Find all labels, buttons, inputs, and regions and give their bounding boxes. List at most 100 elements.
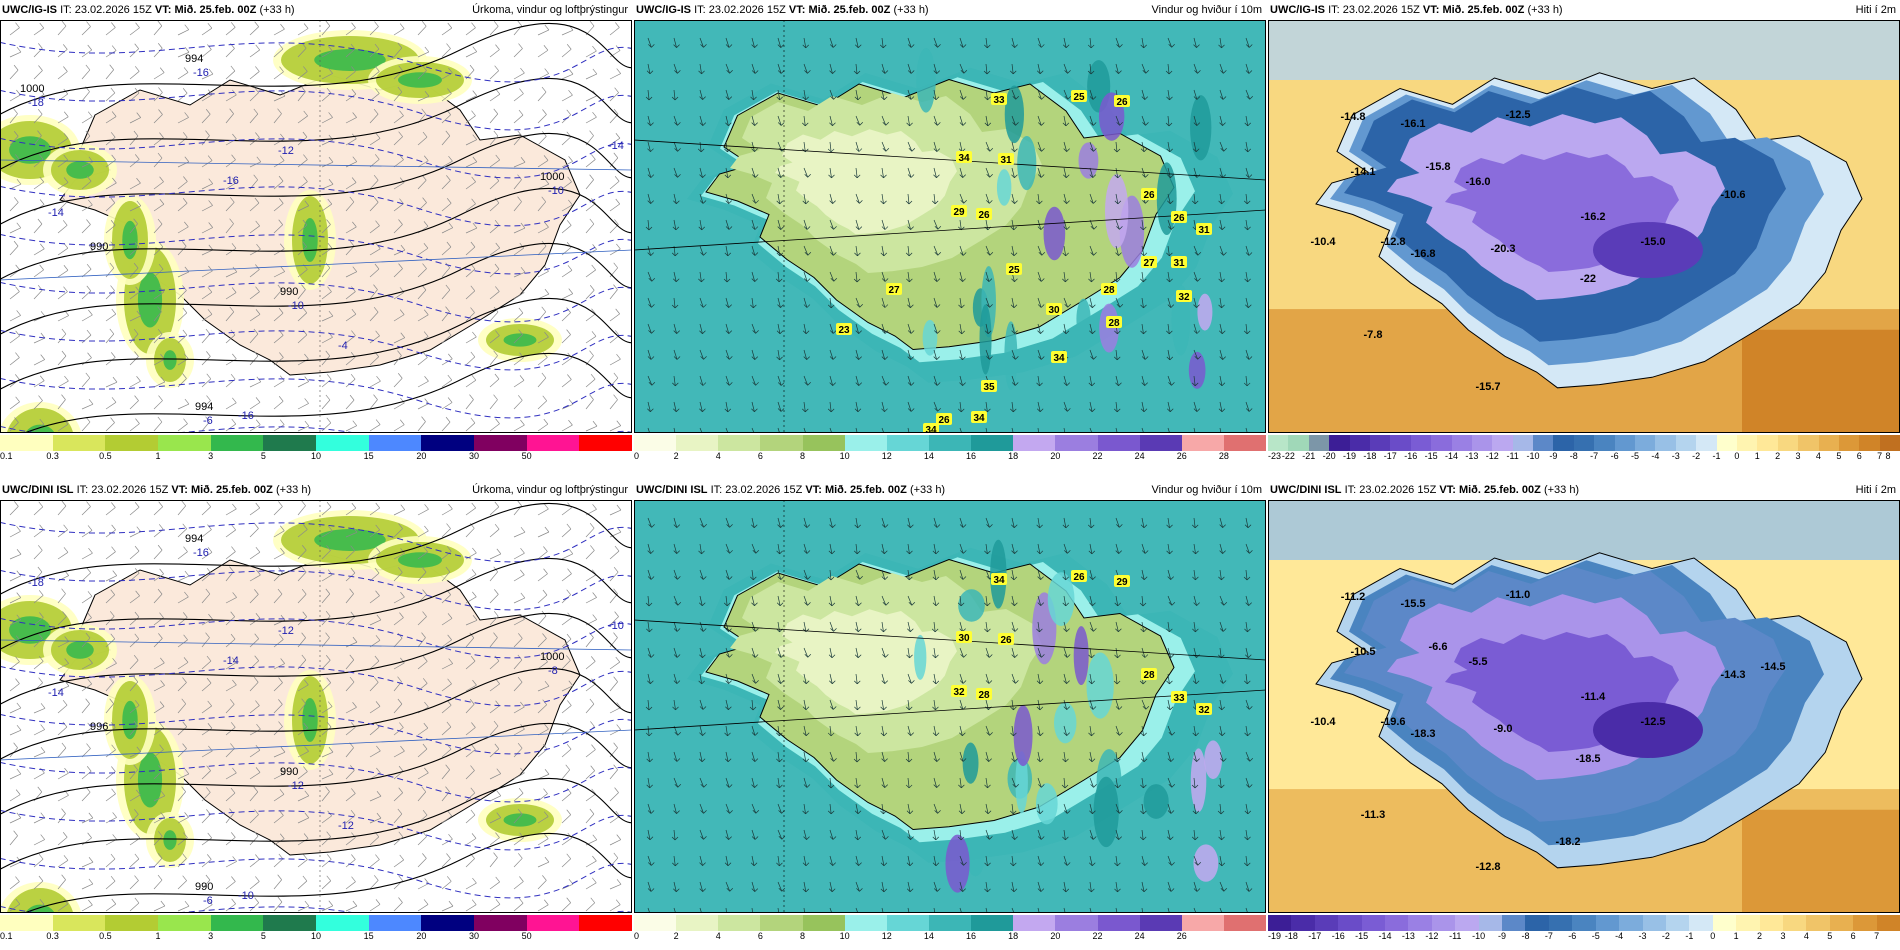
isobar-label: 1000 (20, 83, 44, 95)
temperature-value: -22 (1580, 273, 1596, 285)
colorbar-swatch (1838, 435, 1860, 451)
isotherm-label: -16 (223, 175, 239, 187)
vt-label: VT: (1422, 4, 1440, 16)
temperature-value: -16.2 (1580, 211, 1605, 223)
field-name: Úrkoma, vindur og loftþrýstingur (472, 4, 628, 16)
colorbar-swatch (1502, 915, 1526, 931)
temperature-value: -10.5 (1350, 646, 1375, 658)
colorbar-tick-label: 2 (673, 931, 679, 941)
colorbar-swatch (526, 915, 580, 931)
colorbar-swatch (886, 915, 929, 931)
panel-title: UWC/IG-IS IT: 23.02.2026 15Z VT: Mið. 25… (634, 0, 1266, 20)
colorbar-swatch (368, 435, 422, 451)
colorbar-tick-label: -6 (1610, 451, 1619, 461)
colorbar-swatch (52, 915, 106, 931)
colorbar (634, 915, 1267, 931)
colorbar-swatch (1291, 915, 1315, 931)
colorbar-tick-label: -9 (1549, 451, 1558, 461)
colorbar-tick-label: -5 (1630, 451, 1639, 461)
colorbar-swatch (1013, 915, 1056, 931)
colorbar-tick-label: 6 (757, 931, 763, 941)
colorbar-tick-label: -10 (1526, 451, 1540, 461)
colorbar-swatch (1097, 915, 1140, 931)
colorbar-swatch (210, 435, 264, 451)
panel-bottom-wind: UWC/DINI ISL IT: 23.02.2026 15Z VT: Mið.… (634, 480, 1267, 943)
colorbar-tick-label: 3 (1780, 931, 1786, 941)
temperature-value: -11.2 (1341, 591, 1365, 603)
colorbar-tick-label: -17 (1383, 451, 1397, 461)
colorbar-tick-label: -2 (1692, 451, 1701, 461)
colorbar-swatch (1451, 435, 1472, 451)
colorbar-swatch (1829, 915, 1854, 931)
colorbar-swatch (634, 915, 677, 931)
colorbar-swatch (802, 915, 845, 931)
colorbar-swatch (1635, 435, 1656, 451)
gust-marker: 27 (886, 283, 902, 296)
isotherm-label: -16 (238, 410, 254, 422)
gust-marker: 34 (1051, 351, 1067, 364)
colorbar-swatch (1736, 435, 1758, 451)
field-name: Hiti í 2m (1855, 4, 1896, 16)
gust-value: 30 (1048, 305, 1060, 316)
gust-marker: 32 (1176, 290, 1192, 303)
colorbar-tick-label: 20 (1050, 451, 1061, 461)
temperature-value: -16.0 (1465, 176, 1490, 188)
colorbar-swatch (474, 915, 527, 931)
colorbar-swatch (1655, 435, 1676, 451)
temperature-value: -15.0 (1640, 236, 1665, 248)
gust-value: 34 (973, 413, 985, 424)
colorbar-tick-label: -4 (1651, 451, 1660, 461)
colorbar-tick-label: -2 (1661, 931, 1670, 941)
colorbar-tick-label: -16 (1331, 931, 1345, 941)
colorbar-tick-label: 12 (881, 451, 892, 461)
colorbar-swatch (1223, 915, 1267, 931)
colorbar (1268, 915, 1900, 931)
colorbar-swatch (1525, 915, 1549, 931)
colorbar-tick-label: 7 (1874, 931, 1880, 941)
colorbar-tick-label: -7 (1544, 931, 1553, 941)
colorbar-tick-label: 3 (208, 931, 214, 941)
isotherm-label: -18 (28, 577, 44, 589)
colorbar-swatch (634, 435, 677, 451)
field-name: Hiti í 2m (1855, 484, 1896, 496)
colorbar-swatch (1614, 435, 1636, 451)
colorbar-swatch (52, 435, 106, 451)
colorbar-tick-label: 14 (923, 451, 934, 461)
init-time: 23.02.2026 15Z (708, 4, 786, 16)
colorbar-labels: 0.1 0.3 0.5 1 3 5 10 15 20 30 50 (0, 451, 632, 463)
map-canvas: 34 26 29 26 30 28 32 28 33 32 (634, 500, 1266, 913)
colorbar-tick-label: 20 (416, 931, 427, 941)
model-name: UWC/DINI ISL (636, 484, 708, 496)
gust-marker: 23 (836, 323, 852, 336)
panel-top-precip: UWC/IG-IS IT: 23.02.2026 15Z VT: Mið. 25… (0, 0, 633, 463)
colorbar-tick-label: -23 (1268, 451, 1282, 461)
colorbar-tick-label: 24 (1134, 451, 1145, 461)
colorbar-swatch (1369, 435, 1391, 451)
colorbar-swatch (1314, 915, 1339, 931)
colorbar-tick-label: -20 (1322, 451, 1336, 461)
isotherm-label: -14 (48, 687, 64, 699)
colorbar-tick-label: 5 (260, 931, 266, 941)
colorbar-tick-label: 6 (757, 451, 763, 461)
colorbar-swatch (1573, 435, 1595, 451)
colorbar-swatch (1013, 435, 1056, 451)
colorbar-labels: 0 2 4 6 8 10 12 14 16 18 20 22 24 26 (634, 931, 1266, 943)
colorbar-swatch (1757, 435, 1778, 451)
panel-title: UWC/DINI ISL IT: 23.02.2026 15Z VT: Mið.… (634, 480, 1266, 500)
gust-marker: 35 (981, 380, 997, 393)
run-info: UWC/DINI ISL IT: 23.02.2026 15Z VT: Mið.… (1270, 480, 1579, 500)
lead-time: (+33 h) (1543, 484, 1580, 496)
gust-value: 26 (1116, 97, 1128, 108)
temperature-value: -10.6 (1720, 189, 1745, 201)
colorbar-swatch (1689, 915, 1713, 931)
colorbar-tick-label: 30 (468, 931, 480, 941)
gust-marker: 30 (1046, 303, 1062, 316)
temperature-value: -12.8 (1380, 236, 1405, 248)
colorbar-tick-label: 50 (521, 931, 532, 941)
colorbar-swatch (1338, 915, 1362, 931)
colorbar-swatch (368, 915, 422, 931)
gust-value: 26 (1000, 635, 1012, 646)
isobar-label: 990 (280, 286, 298, 298)
colorbar-swatch (1408, 915, 1432, 931)
colorbar-swatch (263, 915, 317, 931)
